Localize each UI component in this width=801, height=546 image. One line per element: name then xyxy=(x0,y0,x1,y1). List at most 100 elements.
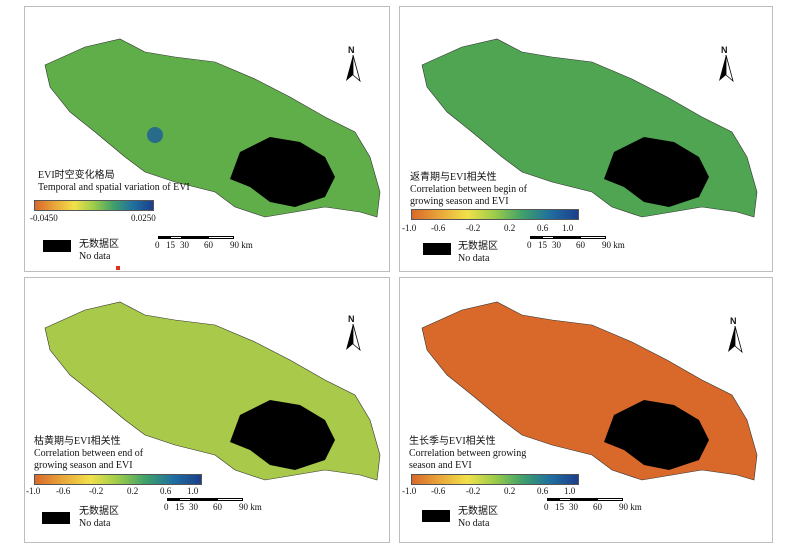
blue-patch xyxy=(147,127,163,143)
north-arrow-icon xyxy=(346,55,361,83)
scale-bar: 0 15 30 60 90 km xyxy=(544,498,657,512)
scale-label: 60 xyxy=(204,240,213,250)
no-data-en: No data xyxy=(458,253,490,264)
no-data-swatch xyxy=(43,240,71,252)
scale-label: 0 xyxy=(164,502,169,512)
panel-end-season: N 枯黄期与EVI相关性 Correlation between end of … xyxy=(24,277,390,543)
north-arrow: N xyxy=(343,314,363,354)
panel-begin-season: N 返青期与EVI相关性 Correlation between begin o… xyxy=(399,6,773,272)
north-arrow: N xyxy=(343,45,363,85)
title-cn: 枯黄期与EVI相关性 xyxy=(34,436,121,447)
title-en-1: Correlation between end of xyxy=(34,448,144,459)
no-data-cn: 无数据区 xyxy=(458,241,498,252)
no-data-lake xyxy=(604,400,709,470)
scale-label: 15 xyxy=(555,502,564,512)
no-data-en: No data xyxy=(458,518,490,529)
scale-bar: 0 15 30 60 90 km xyxy=(155,236,268,250)
no-data-lake xyxy=(230,400,335,470)
scale-bar: 0 15 30 60 90 km xyxy=(164,498,277,512)
title-en-2: season and EVI xyxy=(409,460,472,471)
north-arrow-icon xyxy=(728,326,743,354)
no-data-en: No data xyxy=(79,518,111,529)
colorbar-tick: 1.0 xyxy=(187,486,199,496)
no-data-cn: 无数据区 xyxy=(458,506,498,517)
north-arrow-icon xyxy=(719,55,734,83)
scale-label: 60 xyxy=(213,502,222,512)
colorbar xyxy=(34,200,154,211)
title-en-1: Correlation between begin of xyxy=(410,184,527,195)
colorbar-tick: -0.6 xyxy=(431,223,446,233)
scale-label: 0 xyxy=(155,240,160,250)
colorbar-tick: 0.6 xyxy=(537,486,549,496)
scale-label: 30 xyxy=(189,502,198,512)
colorbar xyxy=(34,474,202,485)
scale-bar: 0 15 30 60 90 km xyxy=(527,236,640,250)
panel-title: 枯黄期与EVI相关性 Correlation between end of gr… xyxy=(34,436,143,472)
scale-label: 0 xyxy=(527,240,532,250)
colorbar-tick: -0.2 xyxy=(466,223,481,233)
scale-label: 90 km xyxy=(239,502,262,512)
scale-label: 90 km xyxy=(619,502,642,512)
panel-evi-variation: N EVI时空变化格局 Temporal and spatial variati… xyxy=(24,6,390,272)
colorbar-tick: -1.0 xyxy=(402,223,417,233)
title-en-2: growing season and EVI xyxy=(34,460,133,471)
colorbar-tick: 1.0 xyxy=(562,223,574,233)
title-en-2: growing season and EVI xyxy=(410,196,509,207)
no-data-swatch xyxy=(422,510,450,522)
colorbar xyxy=(411,474,579,485)
colorbar-tick: -1.0 xyxy=(26,486,41,496)
panel-growing-season: N 生长季与EVI相关性 Correlation between growing… xyxy=(399,277,773,543)
title-cn: 返青期与EVI相关性 xyxy=(410,172,497,183)
colorbar-tick: 0.6 xyxy=(160,486,172,496)
scale-label: 0 xyxy=(544,502,549,512)
no-data-swatch xyxy=(42,512,70,524)
no-data-label: 无数据区 No data xyxy=(79,239,119,263)
title-en-1: Correlation between growing xyxy=(409,448,527,459)
scale-label: 90 km xyxy=(602,240,625,250)
scale-label: 30 xyxy=(552,240,561,250)
colorbar-tick: -1.0 xyxy=(402,486,417,496)
scale-label: 60 xyxy=(593,502,602,512)
scale-label: 30 xyxy=(180,240,189,250)
title-en: Temporal and spatial variation of EVI xyxy=(38,182,190,193)
colorbar-tick: 0.6 xyxy=(537,223,549,233)
no-data-lake xyxy=(230,137,335,207)
no-data-label: 无数据区 No data xyxy=(79,506,119,530)
map-evi-variation xyxy=(44,38,381,218)
scale-label: 90 km xyxy=(230,240,253,250)
colorbar-tick: -0.6 xyxy=(431,486,446,496)
colorbar-tick: 0.2 xyxy=(504,223,516,233)
colorbar-tick: 0.2 xyxy=(504,486,516,496)
colorbar-tick: -0.2 xyxy=(89,486,104,496)
colorbar-tick: 1.0 xyxy=(564,486,576,496)
colorbar-tick: -0.6 xyxy=(56,486,71,496)
map-end-season xyxy=(44,301,381,481)
no-data-label: 无数据区 No data xyxy=(458,241,498,265)
panel-title: EVI时空变化格局 Temporal and spatial variation… xyxy=(38,170,190,194)
title-cn: EVI时空变化格局 xyxy=(38,170,115,181)
scale-label: 15 xyxy=(166,240,175,250)
scale-label: 15 xyxy=(538,240,547,250)
colorbar-tick: -0.0450 xyxy=(30,213,58,223)
no-data-lake xyxy=(604,137,709,207)
panel-title: 生长季与EVI相关性 Correlation between growing s… xyxy=(409,436,526,472)
colorbar-tick: 0.0250 xyxy=(131,213,156,223)
map-growing-season xyxy=(421,301,758,481)
north-arrow: N xyxy=(716,45,736,85)
no-data-cn: 无数据区 xyxy=(79,239,119,250)
no-data-en: No data xyxy=(79,251,111,262)
no-data-label: 无数据区 No data xyxy=(458,506,498,530)
north-arrow-icon xyxy=(346,324,361,352)
north-arrow: N xyxy=(725,316,745,356)
scale-label: 15 xyxy=(175,502,184,512)
panel-title: 返青期与EVI相关性 Correlation between begin of … xyxy=(410,172,527,208)
colorbar-tick: -0.2 xyxy=(466,486,481,496)
colorbar xyxy=(411,209,579,220)
scale-label: 30 xyxy=(569,502,578,512)
scale-label: 60 xyxy=(576,240,585,250)
map-begin-season xyxy=(421,38,758,218)
no-data-swatch xyxy=(423,243,451,255)
colorbar-tick: 0.2 xyxy=(127,486,139,496)
title-cn: 生长季与EVI相关性 xyxy=(409,436,496,447)
no-data-cn: 无数据区 xyxy=(79,506,119,517)
